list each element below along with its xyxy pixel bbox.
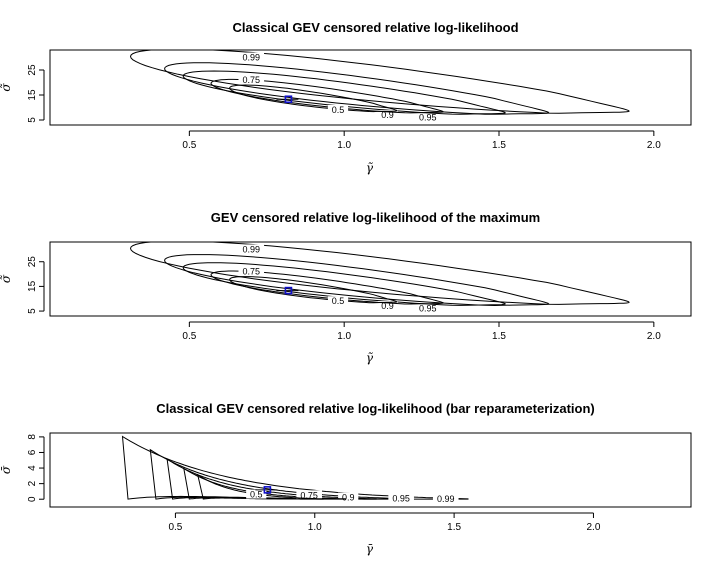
y-tick-label: 15 bbox=[27, 280, 38, 292]
contour-line-0-95 bbox=[164, 62, 550, 115]
x-tick-label: 1.0 bbox=[337, 331, 351, 342]
contour-label-bg bbox=[377, 110, 398, 119]
contour-label-0-9: 0.9 bbox=[342, 493, 355, 503]
plot-frame bbox=[49, 241, 692, 317]
contour-label-0-95: 0.95 bbox=[419, 113, 437, 123]
x-tick-label: 1.5 bbox=[492, 140, 506, 151]
contour-line-0-99 bbox=[129, 242, 630, 305]
contour-label-0-5: 0.5 bbox=[332, 296, 345, 306]
contour-lines: 0.99 0.95 0.9 0.75 0.5 bbox=[121, 435, 469, 504]
contour-label-bg bbox=[238, 75, 265, 84]
x-tick-label: 0.5 bbox=[182, 331, 196, 342]
x-tick-label: 1.5 bbox=[492, 331, 506, 342]
chart-panel-3: Classical GEV censored relative log-like… bbox=[0, 401, 692, 556]
chart-panel-1: Classical GEV censored relative log-like… bbox=[0, 20, 692, 175]
contour-label-0-9: 0.9 bbox=[381, 110, 394, 120]
contour-label-bg bbox=[246, 489, 267, 499]
y-tick-label: 5 bbox=[27, 117, 38, 123]
contour-label-0-99: 0.99 bbox=[243, 53, 261, 63]
contour-line-0-5 bbox=[229, 84, 398, 113]
contour-lines: 0.99 0.95 0.9 0.75 0.5 bbox=[129, 50, 630, 123]
contour-label-bg bbox=[414, 303, 441, 313]
x-axis-label: γ̃ bbox=[366, 161, 374, 175]
contour-label-bg bbox=[296, 490, 322, 500]
plot-frame bbox=[49, 49, 692, 126]
contour-label-bg bbox=[327, 296, 349, 306]
contour-line-0-5 bbox=[196, 473, 324, 500]
y-tick-label: 8 bbox=[27, 434, 38, 440]
contour-line-0-99 bbox=[121, 435, 469, 500]
y-tick-label: 2 bbox=[27, 480, 38, 486]
y-tick-label: 25 bbox=[27, 256, 38, 268]
x-tick-label: 1.5 bbox=[447, 522, 461, 533]
contour-label-0-95: 0.95 bbox=[392, 493, 410, 503]
x-tick-label: 2.0 bbox=[647, 331, 661, 342]
contour-label-bg bbox=[238, 244, 265, 254]
y-tick-label: 15 bbox=[27, 89, 38, 101]
contour-label-bg bbox=[414, 112, 441, 122]
contour-label-bg bbox=[338, 492, 359, 502]
x-tick-label: 2.0 bbox=[647, 140, 661, 151]
chart-panel-2: GEV censored relative log-likelihood of … bbox=[0, 210, 692, 365]
contour-label-0-75: 0.75 bbox=[243, 267, 261, 277]
mle-point bbox=[284, 286, 293, 295]
x-axis-label: γ̄ bbox=[366, 542, 374, 556]
contour-label-bg bbox=[432, 494, 459, 504]
contour-line-0-5 bbox=[229, 276, 398, 304]
x-tick-label: 2.0 bbox=[587, 522, 601, 533]
contour-label-bg bbox=[238, 52, 265, 62]
y-tick-label: 4 bbox=[27, 465, 38, 471]
mle-point bbox=[284, 95, 293, 104]
x-tick-label: 0.5 bbox=[168, 522, 182, 533]
contour-label-0-75: 0.75 bbox=[243, 75, 261, 85]
contour-line-0-95 bbox=[149, 448, 410, 500]
y-tick-label: 5 bbox=[27, 308, 38, 314]
contour-label-0-5: 0.5 bbox=[332, 105, 345, 115]
x-tick-label: 0.5 bbox=[182, 140, 196, 151]
contour-label-0-99: 0.99 bbox=[437, 494, 455, 504]
x-tick-label: 1.0 bbox=[308, 522, 322, 533]
mle-point bbox=[263, 486, 272, 494]
contour-label-bg bbox=[238, 266, 265, 276]
y-tick-label: 0 bbox=[27, 496, 38, 502]
x-axis-label: γ̃ bbox=[366, 351, 374, 365]
chart-title: GEV censored relative log-likelihood of … bbox=[211, 210, 540, 225]
y-axis-label: σ̄ bbox=[0, 465, 13, 474]
chart-title: Classical GEV censored relative log-like… bbox=[232, 20, 518, 35]
contour-label-0-75: 0.75 bbox=[300, 490, 318, 500]
y-tick-label: 25 bbox=[27, 64, 38, 76]
y-axis-label: σ̃ bbox=[0, 274, 13, 283]
contour-label-bg bbox=[377, 301, 398, 311]
chart-title: Classical GEV censored relative log-like… bbox=[156, 401, 595, 416]
contour-label-bg bbox=[388, 493, 414, 503]
x-tick-label: 1.0 bbox=[337, 140, 351, 151]
y-axis-label: σ̃ bbox=[0, 83, 13, 92]
contour-label-bg bbox=[327, 105, 349, 114]
contour-label-0-5: 0.5 bbox=[250, 490, 263, 500]
y-tick-label: 6 bbox=[27, 449, 38, 455]
plot-frame bbox=[49, 432, 692, 508]
contour-label-0-99: 0.99 bbox=[243, 244, 261, 254]
contour-label-0-9: 0.9 bbox=[381, 301, 394, 311]
contour-lines: 0.99 0.95 0.9 0.75 0.5 bbox=[129, 242, 630, 314]
contour-label-0-95: 0.95 bbox=[419, 304, 437, 314]
contour-line-0-95 bbox=[164, 254, 550, 307]
contour-line-0-99 bbox=[129, 50, 630, 114]
